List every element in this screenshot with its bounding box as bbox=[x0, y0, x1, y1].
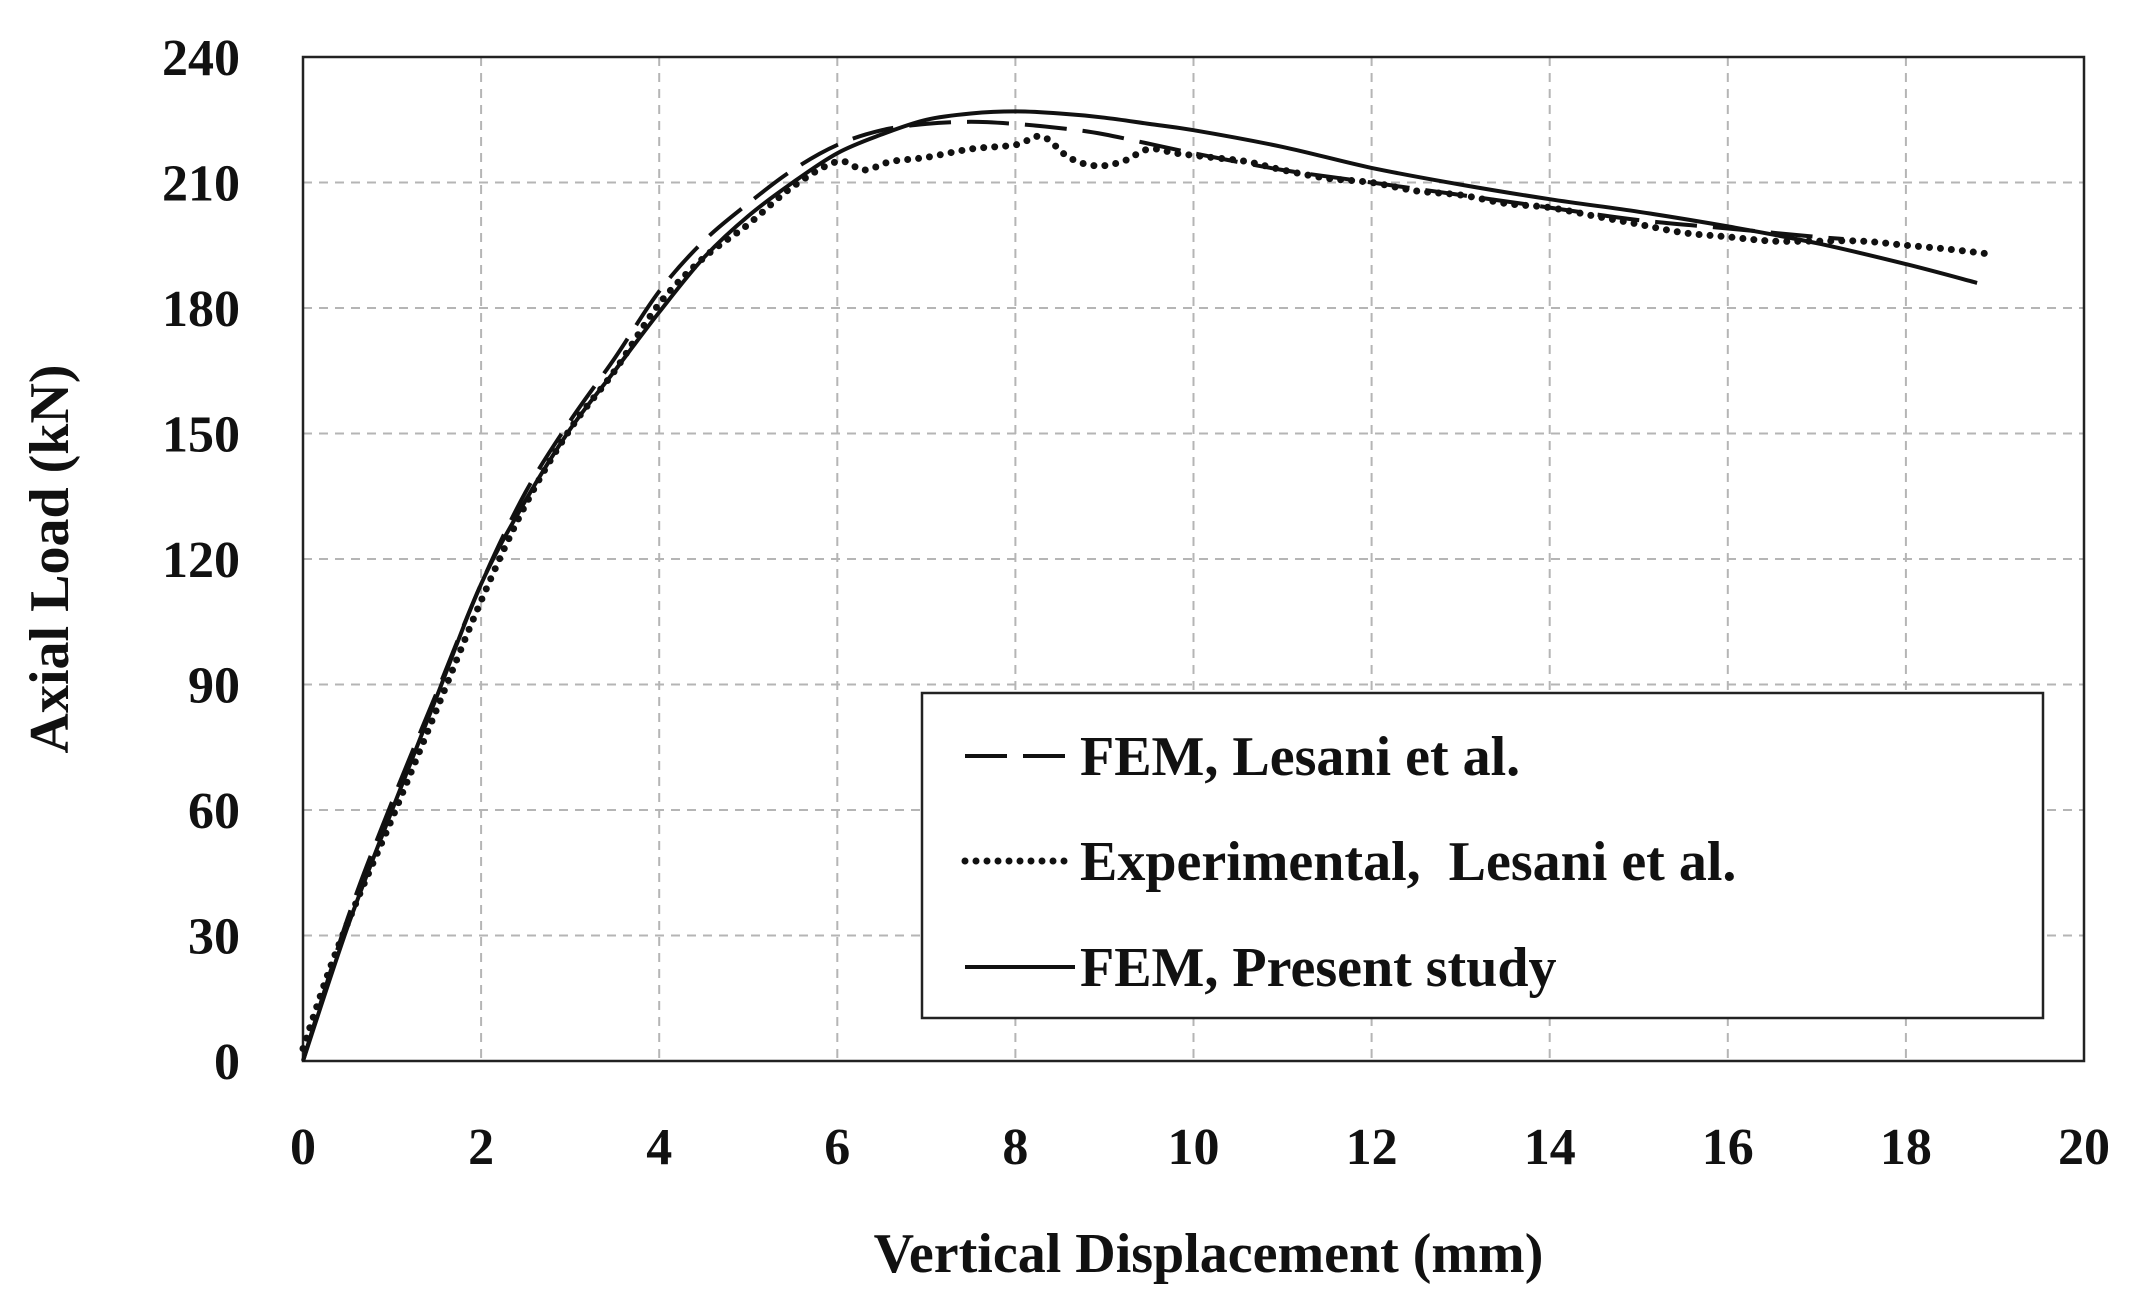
x-axis-ticks: 0 2 4 6 8 10 12 14 16 18 20 bbox=[290, 1119, 2110, 1176]
x-tick-label: 8 bbox=[1002, 1119, 1028, 1176]
x-tick-label: 0 bbox=[290, 1119, 316, 1176]
legend-label-2: Experimental, Lesani et al. bbox=[1080, 831, 1736, 893]
y-tick-label: 60 bbox=[188, 783, 240, 840]
y-tick-label: 120 bbox=[162, 532, 240, 589]
x-tick-label: 4 bbox=[646, 1119, 672, 1176]
y-tick-label: 210 bbox=[162, 156, 240, 213]
x-tick-label: 18 bbox=[1880, 1119, 1932, 1176]
legend: FEM, Lesani et al. Experimental, Lesani e… bbox=[920, 691, 2045, 1020]
x-tick-label: 6 bbox=[824, 1119, 850, 1176]
x-tick-label: 20 bbox=[2058, 1119, 2110, 1176]
plot-area-frame bbox=[301, 55, 2086, 1063]
y-axis-ticks: 0 30 60 90 120 150 180 210 240 bbox=[162, 30, 240, 1091]
y-axis-title: Axial Load (kN) bbox=[19, 365, 81, 754]
series-line-experimental-lesani-et-al bbox=[299, 132, 1990, 1052]
y-tick-label: 90 bbox=[188, 658, 240, 715]
y-tick-label: 150 bbox=[162, 407, 240, 464]
y-tick-label: 180 bbox=[162, 281, 240, 338]
legend-label-3: FEM, Present study bbox=[1080, 937, 1557, 999]
series-line-fem-present-study bbox=[301, 109, 1978, 1062]
x-tick-label: 14 bbox=[1524, 1119, 1576, 1176]
legend-box bbox=[920, 691, 2045, 1020]
grid bbox=[303, 57, 2084, 1061]
x-axis-title: Vertical Displacement (mm) bbox=[874, 1223, 1544, 1285]
x-tick-label: 10 bbox=[1168, 1119, 1220, 1176]
y-tick-label: 30 bbox=[188, 909, 240, 966]
x-tick-label: 16 bbox=[1702, 1119, 1754, 1176]
legend-label-1: FEM, Lesani et al. bbox=[1080, 726, 1520, 788]
y-tick-label: 0 bbox=[214, 1034, 240, 1091]
x-tick-label: 2 bbox=[468, 1119, 494, 1176]
y-tick-label: 240 bbox=[162, 30, 240, 87]
x-tick-label: 12 bbox=[1346, 1119, 1398, 1176]
series-layer bbox=[299, 109, 1990, 1062]
